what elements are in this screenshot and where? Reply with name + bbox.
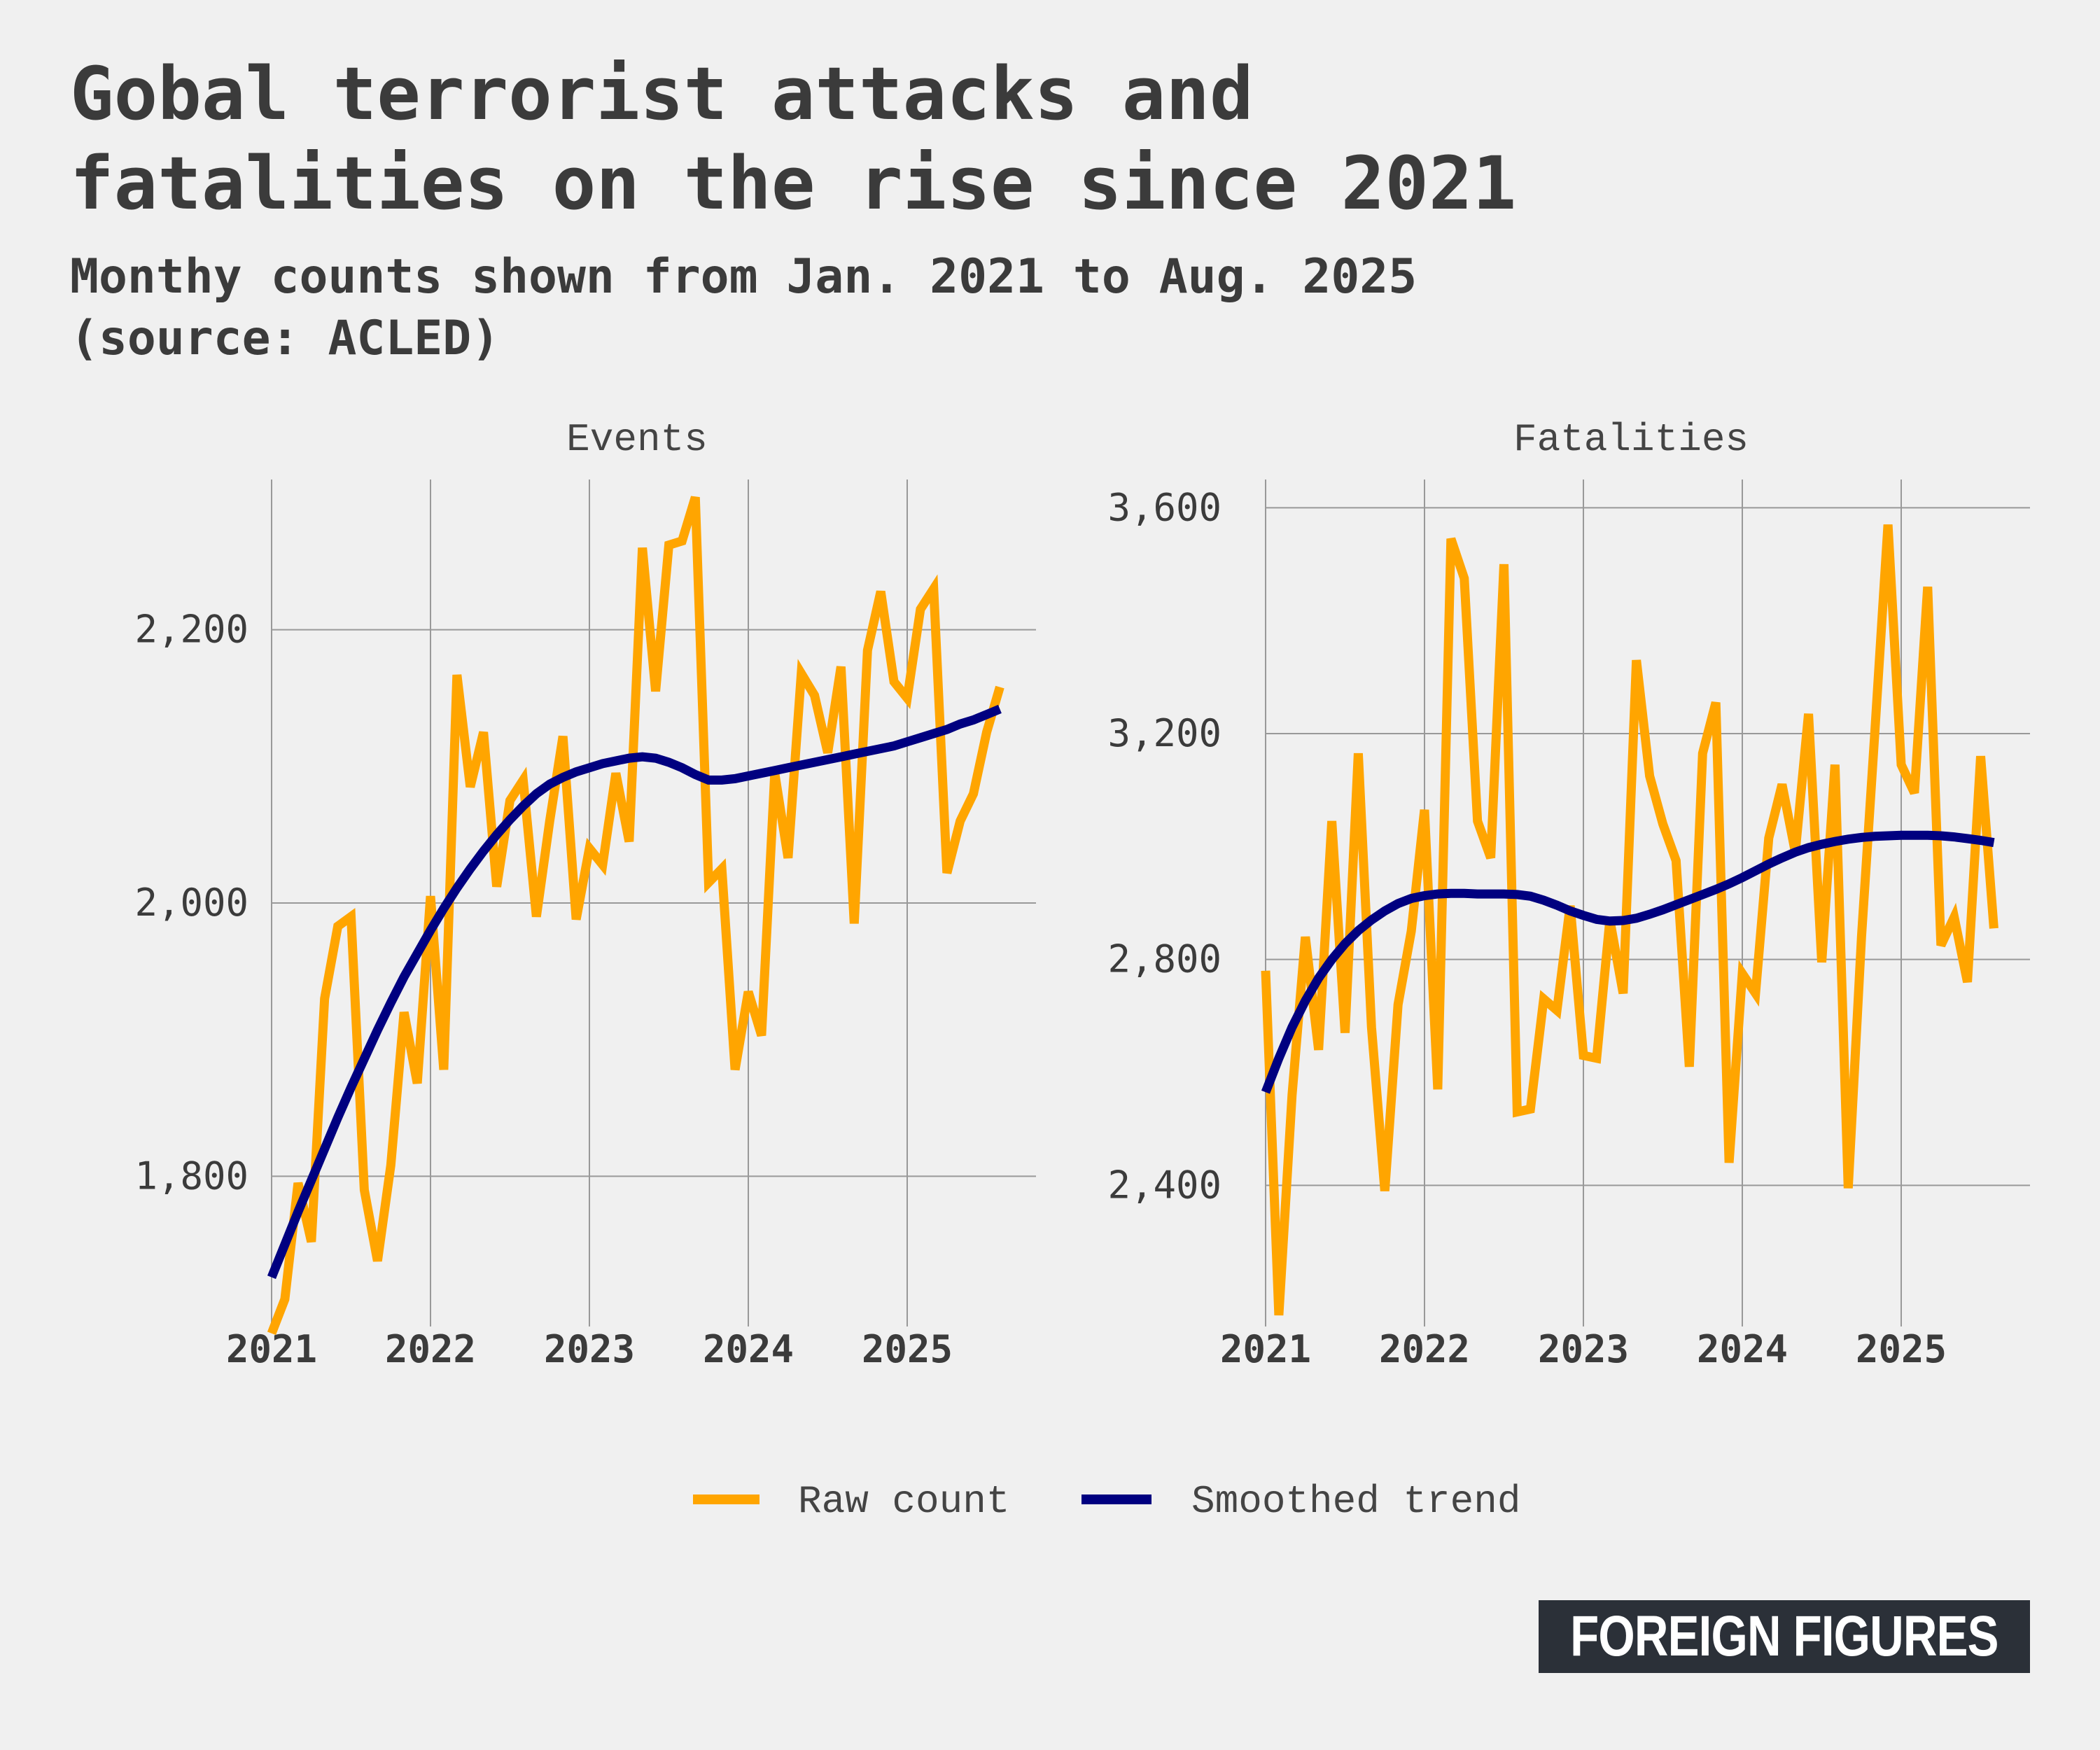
fatalities-ytick-label: 2,800 xyxy=(1107,937,1222,981)
events-panel-title: Events xyxy=(566,417,708,462)
fatalities-ytick-label: 2,400 xyxy=(1107,1163,1222,1207)
events-smoothed-trend-line xyxy=(267,704,1002,1280)
fatalities-xtick-label: 2023 xyxy=(1538,1327,1629,1371)
fatalities-smoothed-trend-line xyxy=(1261,830,1995,1094)
chart-title-line-1: Gobal terrorist attacks and xyxy=(70,51,1254,136)
events-xtick-label: 2025 xyxy=(862,1327,953,1371)
fatalities-ytick-label: 3,600 xyxy=(1107,485,1222,529)
events-ytick-label: 1,800 xyxy=(134,1154,248,1198)
foreign-figures-logo: FOREIGN FIGURES xyxy=(1539,1600,2030,1673)
fatalities-xtick-label: 2025 xyxy=(1856,1327,1947,1371)
events-xtick-label: 2022 xyxy=(385,1327,476,1371)
events-ytick-label: 2,000 xyxy=(134,881,248,925)
fatalities-panel: Fatalities 2,400 2,800 3,200 3,600 2021 2022 20… xyxy=(1107,417,2030,1371)
events-panel: Events 1,800 2,000 2,200 2021 2022 2023 2024 202… xyxy=(134,417,1036,1371)
fatalities-xtick-label: 2021 xyxy=(1220,1327,1311,1371)
legend-smoothed-trend-label: Smoothed trend xyxy=(1191,1479,1520,1524)
chart-subtitle-line-1: Monthy counts shown from Jan. 2021 to Au… xyxy=(70,249,1418,304)
events-raw-count-line xyxy=(267,496,1004,1336)
events-xtick-label: 2021 xyxy=(226,1327,317,1371)
fatalities-ytick-label: 3,200 xyxy=(1107,711,1222,755)
chart-subtitle-line-2: (source: ACLED) xyxy=(70,311,500,366)
chart-subtitle: Monthy counts shown from Jan. 2021 to Au… xyxy=(70,246,2030,370)
legend-raw-count-label: Raw count xyxy=(798,1479,1009,1524)
fatalities-xtick-label: 2024 xyxy=(1697,1327,1788,1371)
chart-title-line-2: fatalities on the rise since 2021 xyxy=(70,141,1517,226)
fatalities-panel-title: Fatalities xyxy=(1513,417,1749,462)
logo-text: FOREIGN FIGURES xyxy=(1570,1604,1998,1668)
fatalities-xtick-label: 2022 xyxy=(1379,1327,1470,1371)
chart-title: Gobal terrorist attacks and fatalities o… xyxy=(70,49,2030,228)
legend: Raw count Smoothed trend xyxy=(693,1479,1520,1524)
events-xtick-label: 2024 xyxy=(703,1327,794,1371)
fatalities-raw-count-line xyxy=(1261,524,1998,1316)
events-ytick-label: 2,200 xyxy=(134,608,248,652)
events-xtick-label: 2023 xyxy=(544,1327,635,1371)
